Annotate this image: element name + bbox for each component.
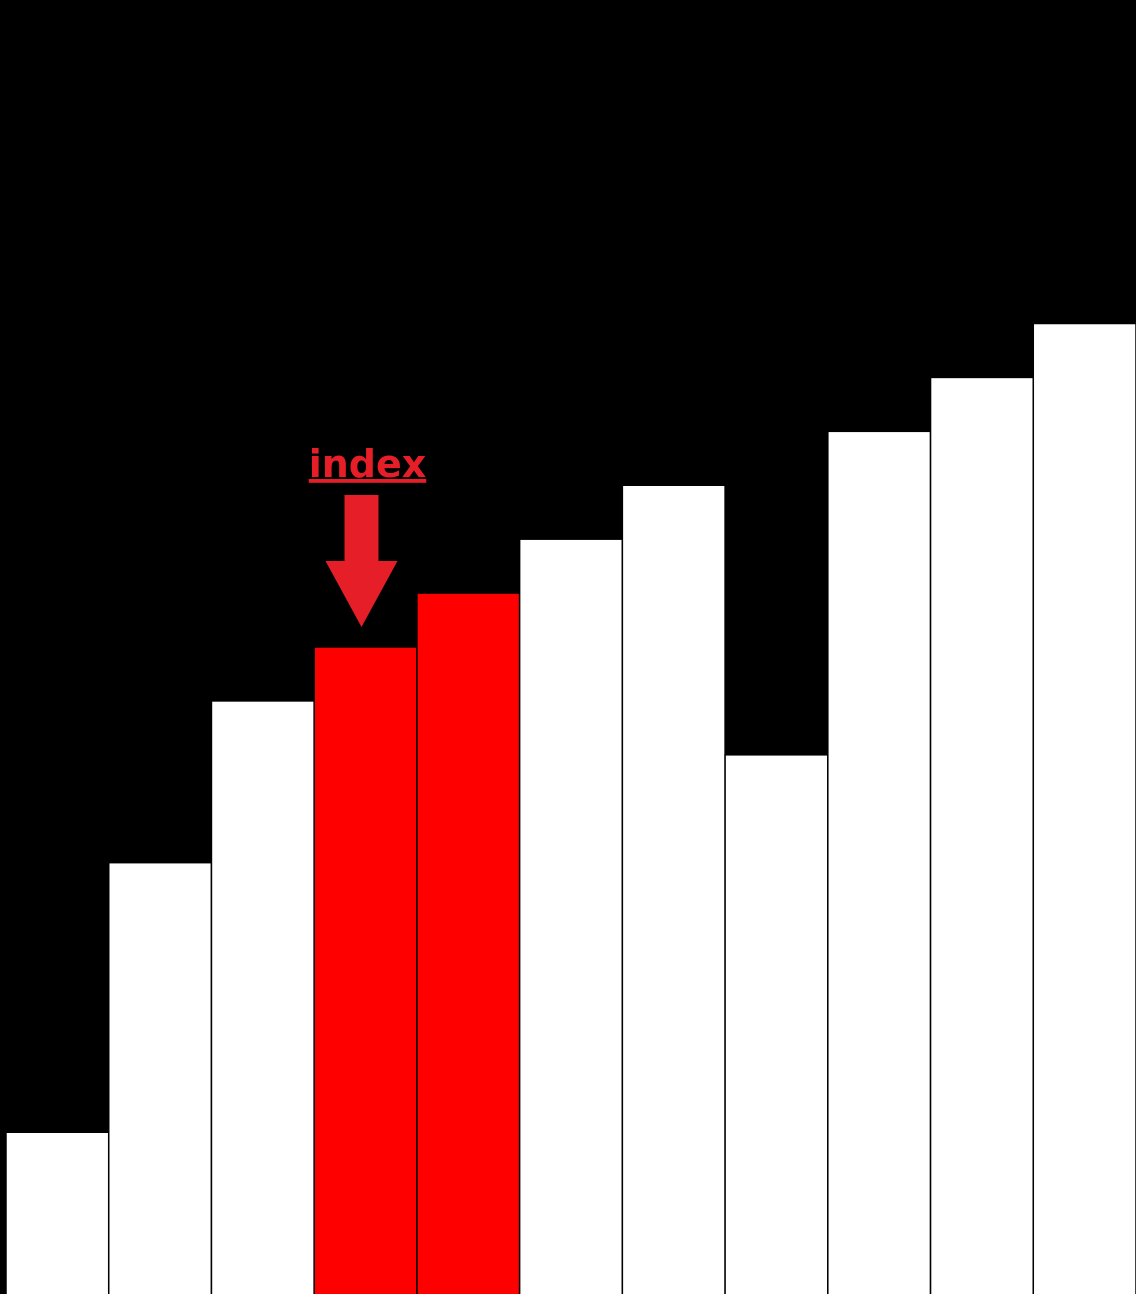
bar-highlighted-3 [313,646,418,1294]
bar-7 [724,754,829,1294]
down-arrow-icon [325,495,398,627]
bar-8 [827,430,932,1294]
bars-group [5,322,1136,1294]
index-pointer-label: index [309,442,427,486]
bar-9 [929,376,1035,1294]
bar-0 [5,1131,110,1294]
bar-highlighted-4 [416,592,521,1294]
index-pointer: index [309,442,427,627]
bar-5 [518,538,624,1294]
bar-1 [107,861,213,1294]
bar-6 [621,484,726,1294]
bar-10 [1032,322,1136,1294]
bar-2 [210,700,315,1294]
